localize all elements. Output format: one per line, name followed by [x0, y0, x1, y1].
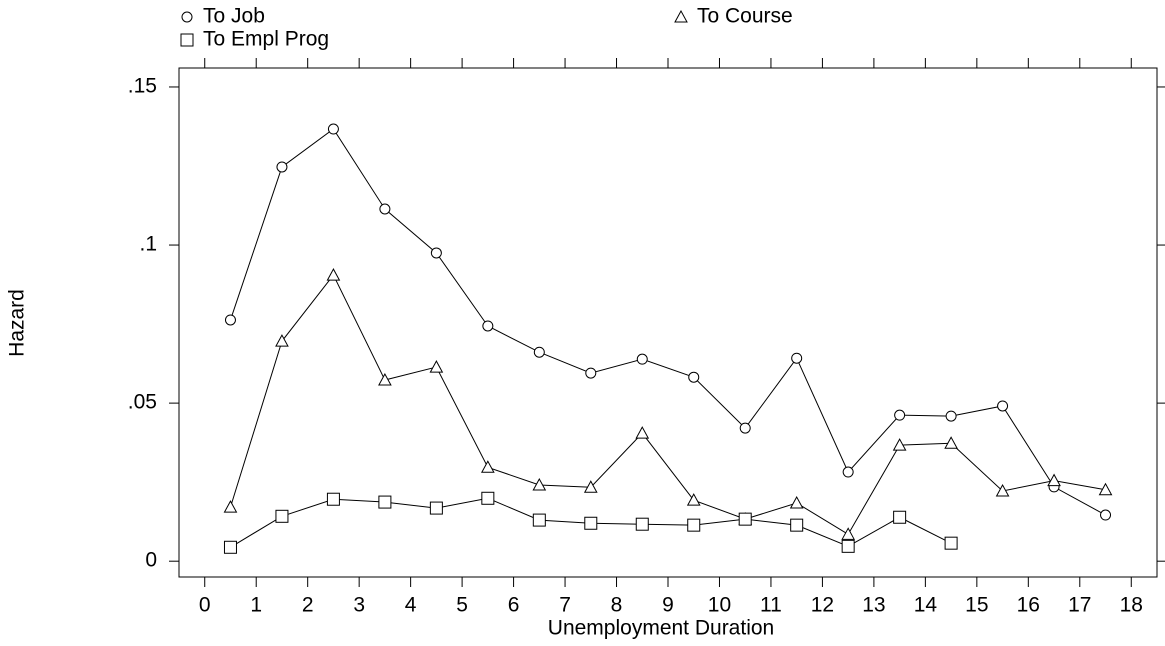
data-point — [224, 314, 236, 326]
data-point — [429, 360, 444, 373]
x-tick-label: 4 — [405, 594, 417, 617]
x-tick-label: 13 — [862, 594, 885, 617]
x-tick-label: 17 — [1068, 594, 1091, 617]
series-line — [229, 128, 1106, 516]
y-tick-label: .05 — [128, 391, 157, 414]
x-tick-label: 8 — [611, 594, 623, 617]
data-point — [892, 438, 907, 451]
data-point — [686, 493, 701, 506]
data-point — [326, 492, 340, 506]
x-tick-label: 15 — [965, 594, 988, 617]
data-point — [480, 460, 495, 473]
legend-marker — [674, 9, 688, 23]
y-axis-label: Hazard — [6, 289, 29, 357]
data-point — [532, 513, 546, 527]
data-point — [327, 123, 339, 135]
x-tick-label: 2 — [302, 594, 314, 617]
y-tick-label: .15 — [128, 75, 157, 98]
data-point — [584, 516, 598, 530]
x-tick-label: 1 — [250, 594, 262, 617]
data-point — [944, 536, 958, 550]
data-point — [326, 268, 341, 281]
y-tick-label: 0 — [145, 549, 157, 572]
data-point — [482, 320, 494, 332]
data-point — [894, 409, 906, 421]
data-point — [995, 483, 1010, 497]
data-point — [378, 495, 392, 509]
data-point — [841, 539, 855, 553]
data-point — [585, 367, 597, 379]
legend-label: To Job — [203, 5, 265, 28]
x-tick-label: 11 — [760, 594, 782, 617]
x-tick-label: 6 — [508, 594, 520, 617]
data-point — [841, 527, 856, 540]
y-tick-label: .1 — [139, 233, 157, 256]
data-point — [223, 540, 237, 554]
data-point — [636, 353, 648, 365]
x-tick-label: 9 — [662, 594, 674, 617]
data-point — [687, 518, 701, 532]
x-tick-label: 18 — [1120, 594, 1143, 617]
x-tick-label: 12 — [811, 594, 834, 617]
data-point — [379, 203, 391, 215]
data-point — [635, 517, 649, 531]
data-point — [635, 426, 650, 439]
data-point — [223, 500, 238, 513]
legend-marker — [180, 33, 194, 47]
data-point — [944, 436, 958, 449]
x-tick-label: 10 — [708, 594, 731, 617]
data-point — [481, 491, 495, 505]
data-point — [842, 466, 854, 478]
x-tick-label: 7 — [559, 594, 571, 617]
data-point — [533, 346, 545, 358]
legend-label: To Course — [697, 5, 793, 28]
x-tick-label: 14 — [914, 594, 938, 617]
x-tick-label: 5 — [456, 594, 468, 617]
data-point — [583, 480, 598, 493]
data-point — [276, 161, 288, 173]
data-point — [945, 410, 957, 422]
data-point — [378, 372, 392, 386]
data-point — [688, 371, 700, 383]
legend-label: To Empl Prog — [203, 28, 329, 51]
x-tick-label: 0 — [199, 594, 211, 617]
x-tick-label: 16 — [1017, 594, 1040, 617]
data-point — [790, 518, 804, 532]
data-point — [997, 400, 1009, 412]
data-point — [893, 510, 907, 524]
data-point — [738, 512, 752, 526]
data-point — [789, 495, 804, 509]
x-axis-label: Unemployment Duration — [548, 617, 774, 640]
plot-frame — [178, 67, 1158, 578]
x-tick-label: 3 — [353, 594, 365, 617]
data-point — [430, 247, 442, 259]
data-point — [429, 501, 443, 515]
data-point — [791, 352, 803, 364]
data-point — [532, 477, 547, 491]
series-line — [229, 274, 1106, 536]
data-point — [1100, 509, 1112, 521]
data-point — [275, 509, 289, 523]
data-point — [1047, 473, 1061, 487]
data-point — [1098, 482, 1113, 496]
legend-marker — [181, 11, 193, 23]
data-point — [275, 334, 289, 347]
data-point — [739, 422, 751, 434]
